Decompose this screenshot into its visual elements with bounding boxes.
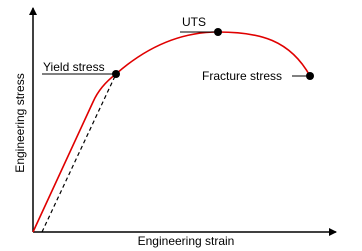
offset-line xyxy=(41,73,117,233)
uts-label: UTS xyxy=(182,15,206,29)
stress-strain-curve xyxy=(32,31,311,233)
fracture-point xyxy=(306,72,314,80)
fracture-label: Fracture stress xyxy=(202,69,282,83)
yield-point xyxy=(112,70,120,78)
uts-point xyxy=(214,28,222,36)
y-axis-label: Engineering stress xyxy=(13,73,27,172)
yield-label: Yield stress xyxy=(43,60,105,74)
x-axis-label: Engineering strain xyxy=(138,234,235,248)
